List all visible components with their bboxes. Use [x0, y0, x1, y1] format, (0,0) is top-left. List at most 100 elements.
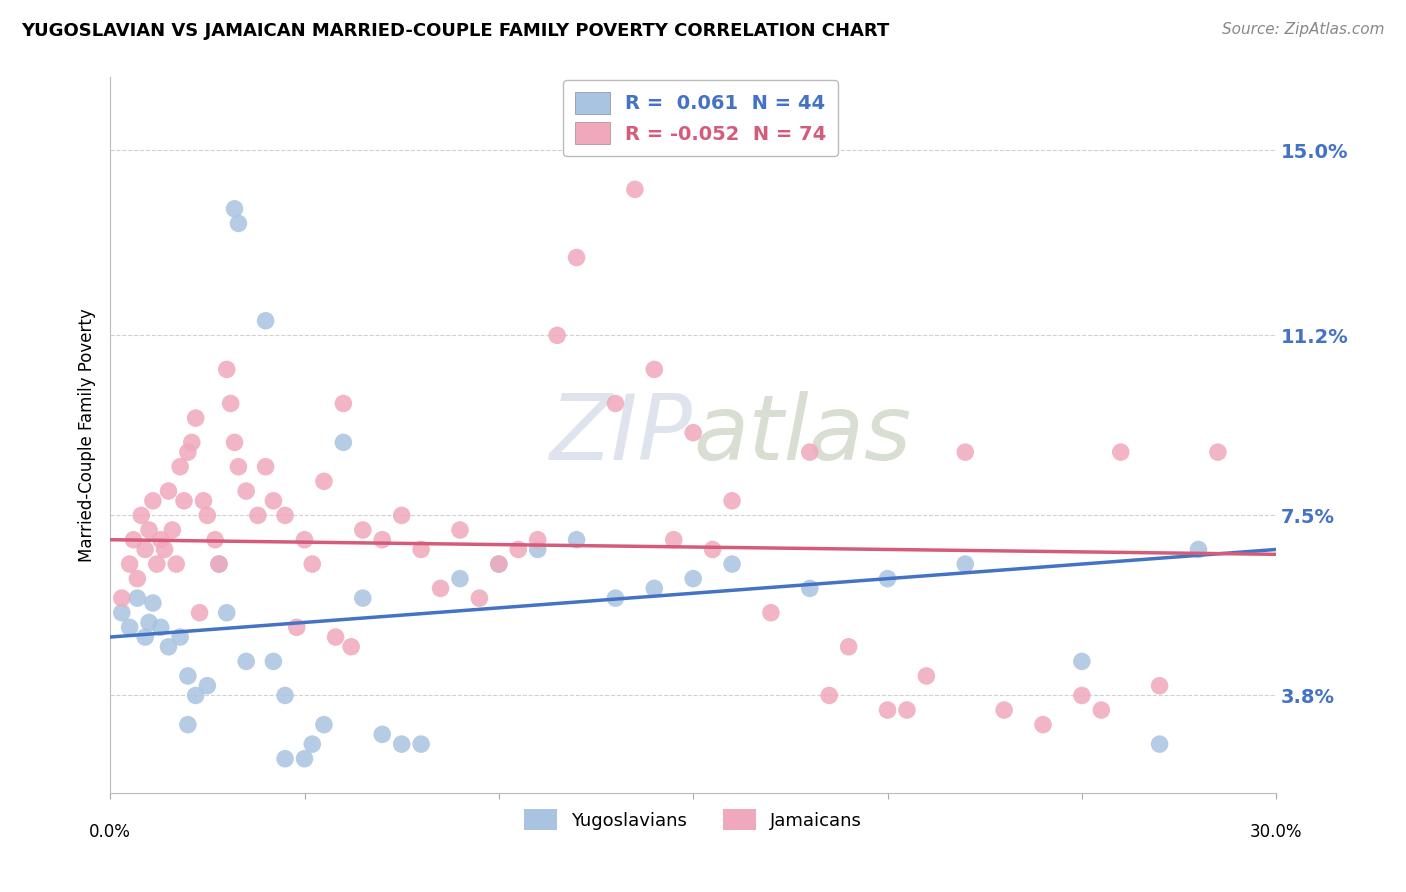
Point — [177, 669, 200, 683]
Point — [129, 508, 152, 523]
Point — [799, 445, 821, 459]
Point — [118, 557, 141, 571]
Point — [332, 435, 354, 450]
Point — [262, 654, 284, 668]
Point — [138, 523, 160, 537]
Point — [702, 542, 724, 557]
Point — [1070, 689, 1092, 703]
Point — [352, 591, 374, 606]
Point — [169, 630, 191, 644]
Text: atlas: atlas — [693, 391, 911, 479]
Point — [1206, 445, 1229, 459]
Point — [1149, 737, 1171, 751]
Text: Source: ZipAtlas.com: Source: ZipAtlas.com — [1222, 22, 1385, 37]
Point — [325, 630, 347, 644]
Point — [1070, 654, 1092, 668]
Point — [127, 572, 149, 586]
Point — [204, 533, 226, 547]
Point — [134, 630, 156, 644]
Point — [352, 523, 374, 537]
Point — [294, 533, 316, 547]
Point — [138, 615, 160, 630]
Point — [301, 557, 323, 571]
Point — [228, 216, 250, 230]
Point — [184, 689, 207, 703]
Point — [180, 435, 202, 450]
Point — [215, 362, 238, 376]
Point — [1109, 445, 1132, 459]
Point — [301, 737, 323, 751]
Point — [876, 703, 898, 717]
Point — [371, 533, 394, 547]
Point — [565, 251, 588, 265]
Point — [162, 523, 184, 537]
Point — [208, 557, 231, 571]
Point — [157, 640, 180, 654]
Point — [274, 689, 297, 703]
Point — [228, 459, 250, 474]
Y-axis label: Married-Couple Family Poverty: Married-Couple Family Poverty — [79, 309, 96, 562]
Point — [312, 475, 335, 489]
Point — [285, 620, 308, 634]
Point — [624, 182, 647, 196]
Point — [274, 508, 297, 523]
Point — [643, 582, 665, 596]
Point — [896, 703, 918, 717]
Point — [111, 591, 134, 606]
Point — [955, 445, 977, 459]
Point — [488, 557, 510, 571]
Point — [312, 717, 335, 731]
Point — [169, 459, 191, 474]
Point — [915, 669, 938, 683]
Point — [142, 493, 165, 508]
Point — [184, 411, 207, 425]
Legend: Yugoslavians, Jamaicans: Yugoslavians, Jamaicans — [517, 802, 869, 838]
Point — [173, 493, 195, 508]
Point — [134, 542, 156, 557]
Point — [508, 542, 530, 557]
Text: 0.0%: 0.0% — [89, 823, 131, 841]
Point — [429, 582, 451, 596]
Point — [721, 493, 744, 508]
Point — [224, 202, 246, 216]
Point — [224, 435, 246, 450]
Point — [294, 752, 316, 766]
Point — [235, 654, 257, 668]
Point — [526, 533, 548, 547]
Point — [546, 328, 568, 343]
Point — [371, 727, 394, 741]
Point — [838, 640, 860, 654]
Point — [876, 572, 898, 586]
Point — [157, 484, 180, 499]
Text: 30.0%: 30.0% — [1250, 823, 1302, 841]
Point — [122, 533, 145, 547]
Point — [682, 425, 704, 440]
Point — [254, 459, 277, 474]
Point — [193, 493, 215, 508]
Point — [149, 620, 172, 634]
Point — [165, 557, 187, 571]
Point — [411, 737, 433, 751]
Point — [565, 533, 588, 547]
Point — [340, 640, 363, 654]
Point — [411, 542, 433, 557]
Point — [177, 445, 200, 459]
Point — [955, 557, 977, 571]
Point — [993, 703, 1015, 717]
Point — [1032, 717, 1054, 731]
Text: ZIP: ZIP — [550, 391, 693, 479]
Point — [235, 484, 257, 499]
Point — [759, 606, 782, 620]
Point — [215, 606, 238, 620]
Point — [146, 557, 169, 571]
Point — [118, 620, 141, 634]
Point — [488, 557, 510, 571]
Point — [1149, 679, 1171, 693]
Point — [449, 523, 471, 537]
Point — [332, 396, 354, 410]
Point — [262, 493, 284, 508]
Point — [391, 737, 413, 751]
Point — [188, 606, 211, 620]
Point — [208, 557, 231, 571]
Point — [246, 508, 269, 523]
